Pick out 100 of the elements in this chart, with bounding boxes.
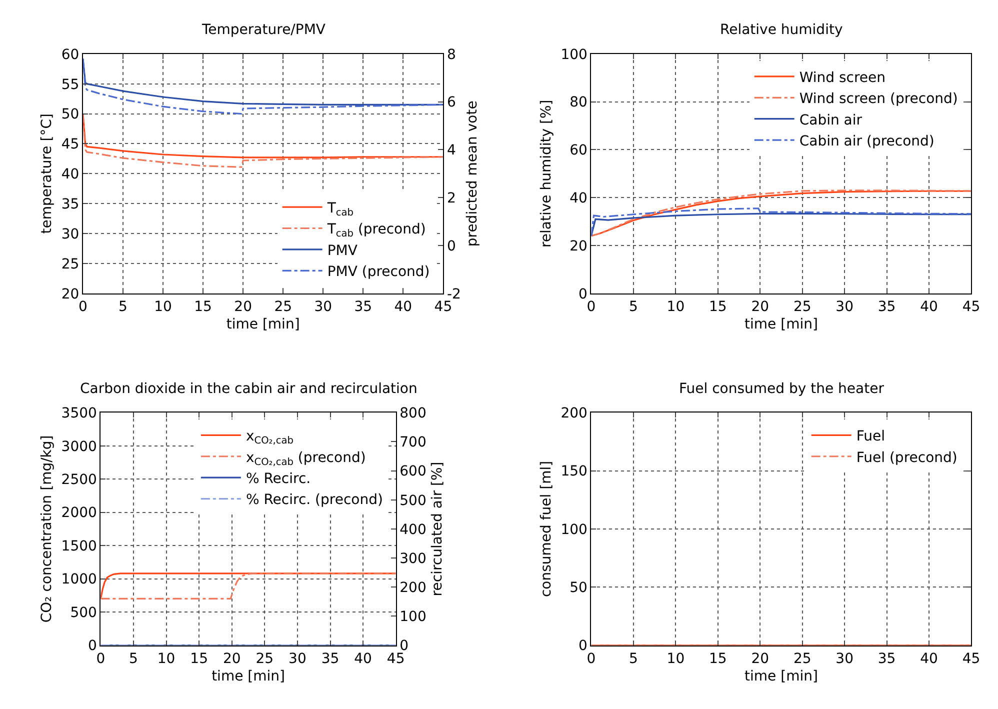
x-tick-label: 10 bbox=[154, 299, 172, 316]
x-tick-label: 5 bbox=[629, 651, 638, 668]
y-tick-label: 60 bbox=[61, 46, 80, 63]
y2-tick-label: 100 bbox=[400, 609, 426, 626]
x-tick-label: 10 bbox=[666, 299, 685, 316]
y-tick-label: 50 bbox=[61, 106, 80, 123]
x-tick-label: 25 bbox=[274, 299, 292, 316]
y2-tick-label: 500 bbox=[400, 492, 426, 509]
y-tick-label: 35 bbox=[61, 196, 80, 212]
y-tick-label: 500 bbox=[70, 604, 97, 621]
x-tick-label: 10 bbox=[666, 651, 685, 668]
x-tick-label: 35 bbox=[878, 651, 896, 668]
legend-label: Fuel (precond) bbox=[856, 450, 958, 466]
legend-label: Wind screen bbox=[799, 70, 886, 86]
y-tick-label: 80 bbox=[570, 94, 588, 111]
y2-axis-title: recirculated air [%] bbox=[430, 462, 446, 596]
y2-tick-label: 400 bbox=[400, 522, 426, 538]
line-series bbox=[591, 208, 972, 237]
legend-label: Fuel bbox=[856, 428, 886, 445]
x-tick-label: 15 bbox=[708, 651, 727, 668]
y-tick-label: 30 bbox=[61, 226, 80, 242]
legend-label: x$_{CO₂,cab}$ (precond) bbox=[246, 450, 366, 468]
y-axis-title: relative humidity [%] bbox=[538, 100, 554, 248]
y-tick-label: 200 bbox=[560, 406, 588, 422]
x-tick-label: 25 bbox=[256, 651, 274, 668]
y-axis-title: temperature [°C] bbox=[38, 114, 55, 234]
y-tick-label: 1500 bbox=[61, 538, 97, 554]
y2-tick-label: 0 bbox=[447, 238, 456, 254]
y-tick-label: 60 bbox=[570, 142, 588, 159]
y-tick-label: 3500 bbox=[61, 406, 97, 422]
x-tick-label: 20 bbox=[751, 651, 770, 668]
x-tick-label: 5 bbox=[629, 299, 638, 316]
x-tick-label: 10 bbox=[157, 651, 176, 668]
x-tick-label: 40 bbox=[920, 299, 938, 316]
chart-title: Temperature/PMV bbox=[201, 22, 326, 38]
x-tick-label: 20 bbox=[222, 651, 241, 668]
y-tick-label: 1000 bbox=[61, 572, 97, 588]
line-series bbox=[591, 212, 972, 237]
legend-label: % Recirc. (precond) bbox=[246, 492, 383, 508]
y-axis-title: consumed fuel [ml] bbox=[538, 460, 554, 598]
x-tick-label: 30 bbox=[836, 299, 854, 316]
x-axis-title: time [min] bbox=[226, 316, 300, 332]
x-tick-label: 30 bbox=[314, 299, 332, 316]
y2-tick-label: 6 bbox=[447, 94, 456, 111]
x-tick-label: 35 bbox=[878, 299, 896, 316]
legend-label: Cabin air (precond) bbox=[799, 134, 934, 150]
chart-title: Carbon dioxide in the cabin air and recirculation bbox=[80, 381, 418, 397]
x-tick-label: 20 bbox=[751, 299, 770, 316]
x-tick-label: 20 bbox=[234, 299, 252, 316]
x-tick-label: 15 bbox=[190, 651, 208, 668]
legend-label: T$_{cab}$ (precond) bbox=[326, 222, 426, 240]
y-tick-label: 45 bbox=[61, 136, 80, 153]
y2-tick-label: 800 bbox=[400, 406, 426, 422]
y2-tick-label: 2 bbox=[447, 190, 456, 206]
y-axis-title: CO₂ concentration [mg/kg] bbox=[38, 435, 55, 623]
y2-axis-title: predicted mean vote bbox=[464, 100, 480, 247]
x-axis-title: time [min] bbox=[212, 668, 285, 684]
x-axis-title: time [min] bbox=[744, 668, 818, 684]
y2-tick-label: 200 bbox=[400, 580, 426, 596]
x-tick-label: 35 bbox=[354, 299, 372, 316]
x-tick-label: 25 bbox=[793, 651, 812, 668]
y-tick-label: 100 bbox=[560, 46, 588, 63]
chart-title: Relative humidity bbox=[720, 22, 843, 38]
y-tick-label: 25 bbox=[61, 256, 80, 272]
x-tick-label: 30 bbox=[836, 651, 854, 668]
legend-label: Cabin air bbox=[799, 112, 862, 128]
x-axis-title: time [min] bbox=[744, 316, 818, 332]
line-series bbox=[82, 112, 444, 168]
y2-tick-label: 600 bbox=[400, 464, 426, 480]
legend-label: x$_{CO₂,cab}$ bbox=[246, 428, 294, 447]
line-series bbox=[82, 58, 444, 115]
y-tick-label: 0 bbox=[578, 286, 588, 302]
y-tick-label: 0 bbox=[88, 638, 97, 654]
x-tick-label: 45 bbox=[962, 651, 980, 668]
y2-tick-label: 700 bbox=[400, 434, 426, 451]
x-tick-label: 40 bbox=[920, 651, 938, 668]
x-tick-label: 40 bbox=[394, 299, 412, 316]
x-tick-label: 35 bbox=[321, 651, 340, 668]
x-tick-label: 45 bbox=[962, 299, 980, 316]
y-tick-label: 2500 bbox=[61, 472, 97, 488]
legend-label: % Recirc. bbox=[246, 471, 311, 488]
y-tick-label: 20 bbox=[61, 286, 80, 302]
y-tick-label: 55 bbox=[61, 76, 80, 93]
y-tick-label: 40 bbox=[61, 166, 80, 183]
y-tick-label: 3000 bbox=[61, 438, 97, 455]
x-tick-label: 5 bbox=[118, 299, 128, 316]
y-tick-label: 150 bbox=[560, 464, 588, 480]
y-tick-label: 20 bbox=[570, 238, 588, 254]
x-tick-label: 30 bbox=[288, 651, 306, 668]
y2-tick-label: 8 bbox=[447, 46, 456, 63]
y-tick-label: 40 bbox=[570, 190, 588, 206]
y-tick-label: 2000 bbox=[61, 505, 97, 522]
legend-label: PMV bbox=[327, 242, 358, 259]
y2-tick-label: 300 bbox=[400, 550, 426, 567]
legend-label: T$_{cab}$ bbox=[326, 200, 354, 218]
x-tick-label: 5 bbox=[129, 651, 138, 668]
chart-title: Fuel consumed by the heater bbox=[679, 381, 884, 397]
x-tick-label: 15 bbox=[708, 299, 727, 316]
y-tick-label: 100 bbox=[560, 522, 588, 538]
x-tick-label: 25 bbox=[793, 299, 812, 316]
